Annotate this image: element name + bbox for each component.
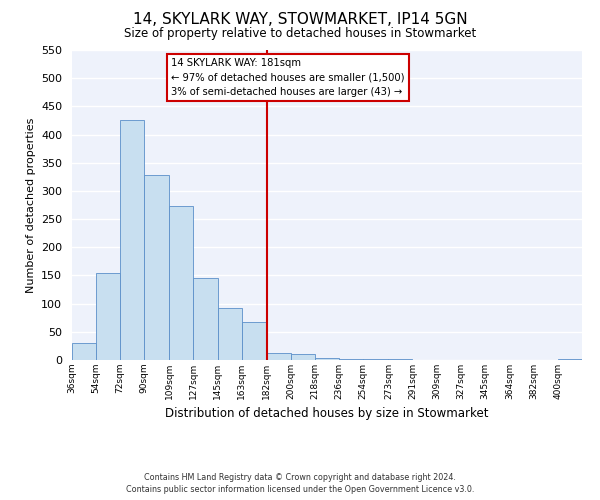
Bar: [558, 359, 582, 360]
Text: Contains HM Land Registry data © Crown copyright and database right 2024.
Contai: Contains HM Land Registry data © Crown c…: [126, 472, 474, 494]
Bar: [193, 278, 218, 360]
Bar: [144, 175, 169, 360]
Bar: [242, 322, 267, 360]
Bar: [291, 354, 315, 360]
Text: 14, SKYLARK WAY, STOWMARKET, IP14 5GN: 14, SKYLARK WAY, STOWMARKET, IP14 5GN: [133, 12, 467, 28]
Text: 14 SKYLARK WAY: 181sqm
← 97% of detached houses are smaller (1,500)
3% of semi-d: 14 SKYLARK WAY: 181sqm ← 97% of detached…: [172, 58, 405, 98]
X-axis label: Distribution of detached houses by size in Stowmarket: Distribution of detached houses by size …: [165, 408, 489, 420]
Bar: [72, 343, 96, 360]
Y-axis label: Number of detached properties: Number of detached properties: [26, 118, 35, 292]
Bar: [120, 120, 144, 360]
Bar: [96, 272, 120, 360]
Bar: [169, 206, 193, 360]
Bar: [267, 352, 291, 360]
Bar: [218, 308, 242, 360]
Text: Size of property relative to detached houses in Stowmarket: Size of property relative to detached ho…: [124, 28, 476, 40]
Bar: [315, 358, 339, 360]
